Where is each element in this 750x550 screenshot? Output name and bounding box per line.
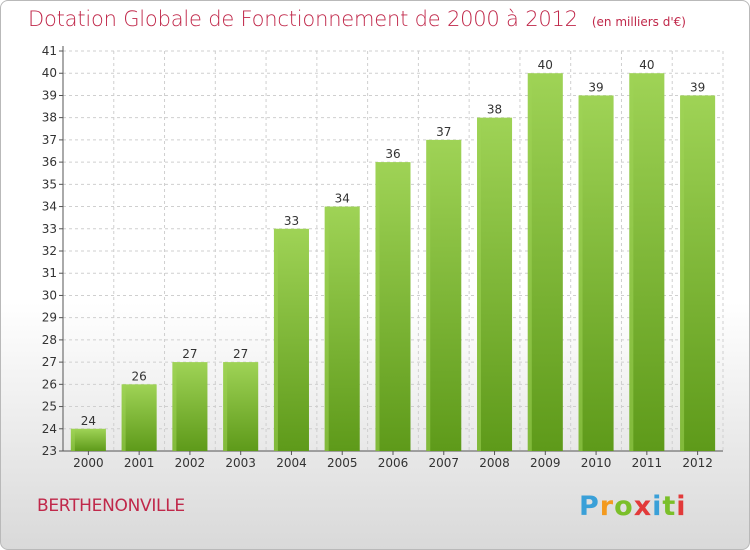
bar: [121, 384, 157, 451]
data-label: 39: [690, 80, 705, 94]
y-tick-label: 31: [42, 266, 57, 280]
data-label: 27: [182, 347, 197, 361]
x-tick-label: 2012: [682, 456, 713, 470]
bar-highlight: [70, 428, 75, 451]
data-label: 33: [284, 214, 299, 228]
y-tick-label: 29: [42, 311, 57, 325]
x-tick-label: 2001: [124, 456, 155, 470]
x-tick-label: 2011: [632, 456, 663, 470]
y-tick-label: 36: [42, 155, 57, 169]
bar-highlight: [273, 228, 278, 451]
logo-letter: o: [614, 491, 634, 522]
bar: [527, 73, 563, 451]
bar: [629, 73, 665, 451]
bar-highlight: [477, 117, 482, 452]
bar-highlight: [527, 73, 532, 451]
bar-highlight: [375, 162, 380, 451]
chart-title: Dotation Globale de Fonctionnement de 20…: [28, 7, 686, 31]
proxiti-logo: Proxiti: [579, 491, 687, 522]
x-tick-label: 2006: [378, 456, 409, 470]
y-tick-label: 37: [42, 133, 57, 147]
y-tick-label: 39: [42, 88, 57, 102]
data-label: 38: [487, 103, 502, 117]
data-label: 26: [132, 369, 147, 383]
commune-name: BERTHENONVILLE: [37, 496, 185, 516]
bar: [375, 162, 411, 451]
bar: [223, 362, 259, 451]
bar: [273, 228, 309, 451]
bars: [70, 73, 716, 452]
bar: [324, 206, 360, 451]
y-tick-label: 32: [42, 244, 57, 258]
chart-unit: (en milliers d'€): [591, 15, 686, 29]
x-tick-label: 2004: [276, 456, 307, 470]
chart-title-text: Dotation Globale de Fonctionnement de 20…: [28, 7, 578, 31]
bar-highlight: [172, 362, 177, 451]
y-tick-label: 33: [42, 222, 57, 236]
bar-highlight: [578, 95, 583, 451]
y-tick-labels: 23 24 25 26 27 28 29 30 31 32 33 34 35 36 37 38 39 40 41: [42, 44, 57, 458]
x-tick-label: 2008: [479, 456, 510, 470]
x-tick-label: 2002: [175, 456, 206, 470]
x-tick-label: 2007: [428, 456, 459, 470]
logo-letter: r: [599, 491, 615, 522]
data-label: 27: [233, 347, 248, 361]
data-label: 34: [335, 192, 350, 206]
x-tick-label: 2010: [581, 456, 612, 470]
data-label: 36: [385, 147, 400, 161]
logo-letter: P: [579, 491, 600, 522]
y-tick-label: 30: [42, 288, 57, 302]
bar-highlight: [426, 139, 431, 451]
data-label: 24: [81, 414, 96, 428]
y-tick-label: 35: [42, 177, 57, 191]
y-tick-label: 41: [42, 44, 57, 58]
x-tick-label: 2003: [225, 456, 256, 470]
data-label: 37: [436, 125, 451, 139]
y-tick-label: 40: [42, 66, 57, 80]
y-tick-label: 26: [42, 377, 57, 391]
bar-highlight: [629, 73, 634, 451]
logo-letter: t: [662, 491, 677, 522]
y-tick-label: 27: [42, 355, 57, 369]
data-label: 40: [639, 58, 654, 72]
bar-highlight: [121, 384, 126, 451]
y-tick-label: 34: [42, 200, 57, 214]
y-tick-label: 28: [42, 333, 57, 347]
bar: [172, 362, 208, 451]
bar-highlight: [223, 362, 228, 451]
logo-letter: i: [676, 491, 687, 522]
bar-highlight: [680, 95, 685, 451]
bar: [680, 95, 716, 451]
data-label: 40: [538, 58, 553, 72]
logo-letter: i: [652, 491, 663, 522]
y-tick-label: 23: [42, 444, 57, 458]
bar-highlight: [324, 206, 329, 451]
x-tick-label: 2005: [327, 456, 358, 470]
bar: [477, 117, 513, 452]
y-tick-label: 38: [42, 111, 57, 125]
bar: [578, 95, 614, 451]
data-label: 39: [588, 80, 603, 94]
bar: [70, 428, 106, 451]
logo-letter: x: [633, 491, 653, 522]
x-tick-label: 2009: [530, 456, 561, 470]
y-tick-label: 24: [42, 422, 57, 436]
bar: [426, 139, 462, 451]
x-tick-labels: 2000 2001 2002 2003 2004 2005 2006 2007 2008 2009…: [73, 456, 713, 470]
y-tick-label: 25: [42, 400, 57, 414]
x-tick-label: 2000: [73, 456, 104, 470]
data-labels: 24 26 27 27 33 34 36 37 38 40 39 40 39: [81, 58, 706, 428]
